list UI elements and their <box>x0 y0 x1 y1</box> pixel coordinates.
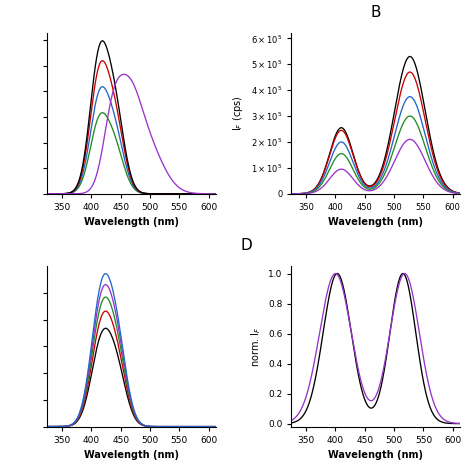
X-axis label: Wavelength (nm): Wavelength (nm) <box>84 218 179 228</box>
Text: B: B <box>370 5 381 20</box>
X-axis label: Wavelength (nm): Wavelength (nm) <box>84 450 179 460</box>
Text: D: D <box>241 238 253 253</box>
X-axis label: Wavelength (nm): Wavelength (nm) <box>328 450 423 460</box>
X-axis label: Wavelength (nm): Wavelength (nm) <box>328 218 423 228</box>
Y-axis label: I$_F$ (cps): I$_F$ (cps) <box>231 96 246 131</box>
Y-axis label: norm. I$_F$: norm. I$_F$ <box>249 326 263 367</box>
